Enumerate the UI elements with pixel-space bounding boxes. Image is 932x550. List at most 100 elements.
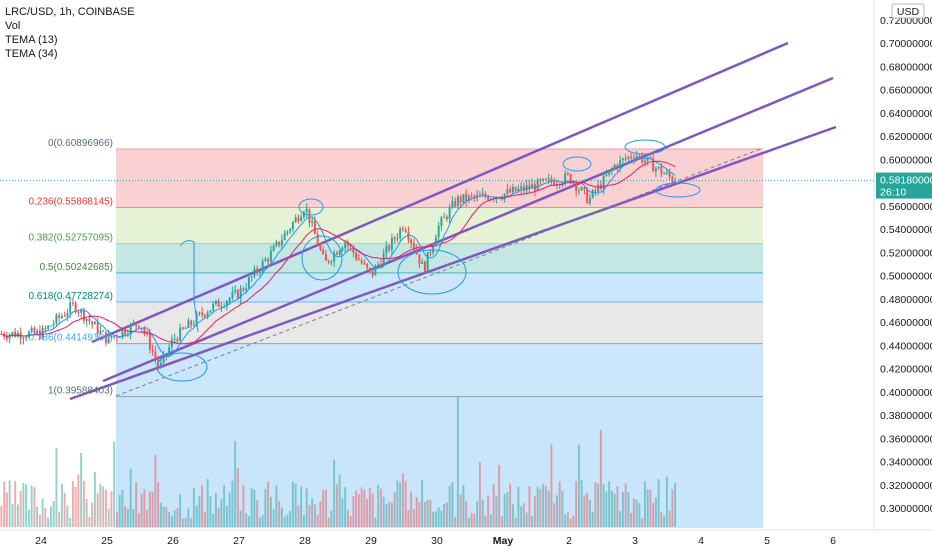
volume-bar bbox=[649, 489, 652, 527]
volume-bar bbox=[192, 488, 195, 527]
volume-bar bbox=[80, 453, 83, 527]
volume-bar bbox=[132, 509, 135, 527]
candle-body bbox=[536, 179, 539, 191]
volume-bar bbox=[467, 517, 470, 527]
candle-body bbox=[162, 354, 165, 363]
volume-bar bbox=[201, 485, 204, 527]
candle-body bbox=[118, 337, 121, 339]
volume-bar bbox=[47, 518, 50, 527]
volume-bar bbox=[330, 510, 333, 527]
trend-channel[interactable] bbox=[69, 41, 837, 401]
volume-bar bbox=[572, 515, 575, 527]
candle-body bbox=[198, 312, 201, 314]
candle-body bbox=[624, 158, 627, 160]
candle-body bbox=[440, 217, 443, 226]
price-scale[interactable] bbox=[874, 0, 932, 530]
volume-bar bbox=[390, 502, 393, 527]
volume-bar bbox=[492, 484, 495, 527]
volume-bar bbox=[297, 505, 300, 527]
volume-bar bbox=[8, 480, 11, 527]
candle-body bbox=[349, 245, 352, 247]
volume-bar bbox=[506, 492, 509, 527]
volume-bar bbox=[256, 500, 259, 527]
volume-bar bbox=[179, 494, 182, 527]
fibonacci-retracement[interactable] bbox=[116, 148, 763, 528]
freehand-circle bbox=[397, 249, 467, 295]
volume-bar bbox=[500, 516, 503, 527]
candle-body bbox=[374, 266, 377, 276]
volume-bar bbox=[602, 484, 605, 527]
volume-bar bbox=[250, 487, 253, 527]
volume-bar bbox=[454, 516, 457, 527]
price-tick-label: 0.68000000 bbox=[880, 61, 932, 73]
candle-body bbox=[412, 243, 415, 250]
volume-bar bbox=[665, 476, 668, 527]
candle-body bbox=[63, 315, 66, 317]
candle-body bbox=[179, 327, 182, 341]
candle-body bbox=[170, 339, 173, 348]
volume-bar bbox=[291, 481, 294, 527]
volume-bar bbox=[511, 504, 514, 527]
volume-bar bbox=[107, 508, 110, 527]
volume-bar bbox=[231, 480, 234, 527]
volume-bar bbox=[49, 506, 52, 527]
candle-body bbox=[115, 335, 118, 338]
candle-body bbox=[547, 178, 550, 180]
candle-body bbox=[146, 333, 149, 335]
price-tick-label: 0.30000000 bbox=[880, 503, 932, 515]
dashed-trendline bbox=[115, 147, 764, 397]
volume-bar bbox=[91, 502, 94, 527]
candle-body bbox=[657, 166, 660, 169]
volume-bar bbox=[36, 506, 39, 527]
freehand-annotations bbox=[156, 139, 701, 382]
candle-body bbox=[423, 261, 426, 273]
candle-body bbox=[137, 325, 140, 328]
volume-bar bbox=[616, 486, 619, 527]
volume-bar bbox=[363, 489, 366, 527]
volume-bar bbox=[671, 489, 674, 527]
candle-body bbox=[58, 314, 61, 318]
candle-body bbox=[588, 197, 591, 204]
time-scale[interactable] bbox=[0, 530, 932, 550]
indicator-tema-13[interactable]: TEMA (13) bbox=[5, 34, 58, 46]
volume-bar bbox=[586, 492, 589, 527]
price-tick-label: 0.48000000 bbox=[880, 294, 932, 306]
candle-body bbox=[275, 241, 278, 246]
volume-bar bbox=[272, 509, 275, 527]
volume-bar bbox=[544, 486, 547, 527]
candle-body bbox=[91, 321, 94, 325]
candle-body bbox=[52, 323, 55, 326]
candle-body bbox=[201, 312, 204, 315]
volume-bar bbox=[217, 507, 220, 527]
volume-bar bbox=[25, 484, 28, 527]
volume-bar bbox=[610, 490, 613, 527]
indicator-tema-34[interactable]: TEMA (34) bbox=[5, 48, 58, 60]
price-tick-label: 0.62000000 bbox=[880, 131, 932, 143]
price-tick-label: 0.36000000 bbox=[880, 433, 932, 445]
currency-label: USD bbox=[897, 6, 920, 18]
volume-bar bbox=[324, 489, 327, 527]
candle-body bbox=[220, 306, 223, 308]
symbol-title[interactable]: LRC/USD, 1h, COINBASE bbox=[5, 6, 135, 18]
volume-bar bbox=[366, 499, 369, 527]
volume-bar bbox=[58, 511, 61, 527]
volume-bar bbox=[371, 493, 374, 527]
volume-bar bbox=[547, 490, 550, 527]
volume-bar bbox=[88, 516, 91, 527]
freehand-circle bbox=[562, 156, 592, 172]
indicator-vol[interactable]: Vol bbox=[5, 20, 21, 32]
candle-body bbox=[445, 216, 448, 219]
candle-body bbox=[36, 330, 39, 334]
candle-body bbox=[575, 183, 578, 192]
price-tick-label: 0.32000000 bbox=[880, 480, 932, 492]
volume-bar bbox=[102, 486, 105, 527]
candle-body bbox=[399, 228, 402, 238]
candle-body bbox=[305, 208, 308, 213]
volume-bar bbox=[575, 481, 578, 527]
candle-body bbox=[418, 254, 421, 264]
candle-body bbox=[280, 240, 283, 246]
volume-bar bbox=[360, 487, 363, 527]
volume-bar bbox=[470, 512, 473, 527]
volume-bar bbox=[322, 489, 325, 527]
